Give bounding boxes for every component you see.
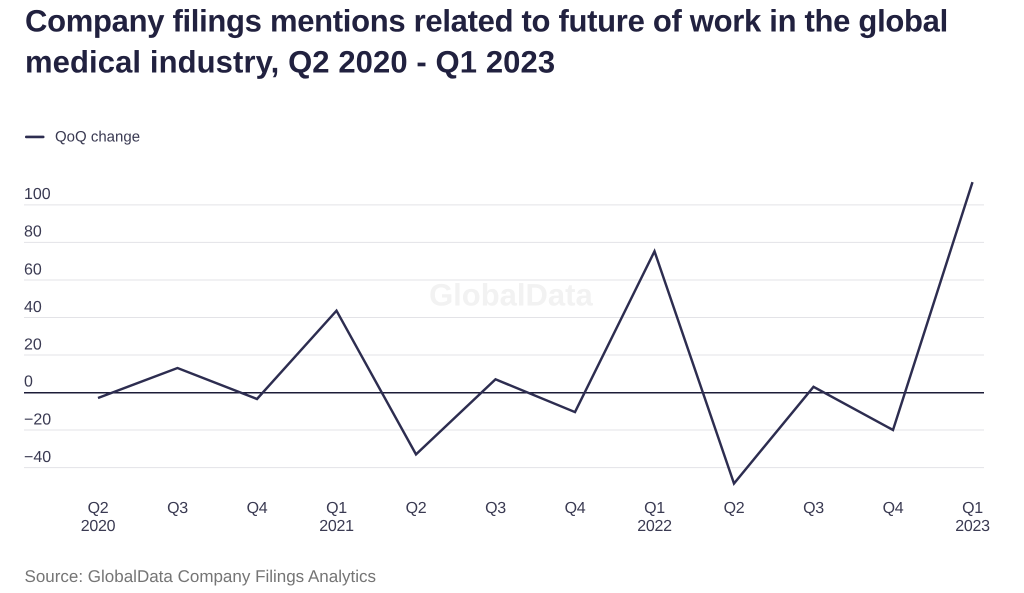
svg-text:QoQ change: QoQ change bbox=[55, 129, 140, 146]
svg-text:Q1: Q1 bbox=[962, 500, 983, 517]
svg-text:−20: −20 bbox=[24, 411, 51, 428]
svg-text:Q3: Q3 bbox=[803, 500, 824, 517]
svg-text:40: 40 bbox=[24, 299, 42, 316]
svg-text:−40: −40 bbox=[24, 449, 51, 466]
svg-text:Q3: Q3 bbox=[485, 500, 506, 517]
svg-text:medical industry, Q2 2020 - Q1: medical industry, Q2 2020 - Q1 2023 bbox=[25, 45, 555, 80]
svg-text:Q3: Q3 bbox=[167, 500, 188, 517]
svg-text:Company filings mentions relat: Company filings mentions related to futu… bbox=[25, 4, 948, 39]
svg-text:Q1: Q1 bbox=[326, 500, 347, 517]
svg-text:Q4: Q4 bbox=[565, 500, 586, 517]
svg-text:Q1: Q1 bbox=[644, 500, 665, 517]
svg-text:Source: GlobalData Company Fil: Source: GlobalData Company Filings Analy… bbox=[25, 567, 377, 586]
svg-text:80: 80 bbox=[24, 224, 42, 241]
svg-text:Q2: Q2 bbox=[88, 500, 109, 517]
svg-text:60: 60 bbox=[24, 261, 42, 278]
svg-text:2022: 2022 bbox=[637, 518, 672, 535]
svg-text:Q4: Q4 bbox=[883, 500, 904, 517]
svg-text:GlobalData: GlobalData bbox=[429, 278, 593, 313]
svg-text:Q2: Q2 bbox=[724, 500, 745, 517]
svg-text:Q2: Q2 bbox=[406, 500, 427, 517]
svg-text:2023: 2023 bbox=[955, 518, 990, 535]
svg-text:2020: 2020 bbox=[81, 518, 116, 535]
svg-text:100: 100 bbox=[24, 186, 51, 203]
svg-text:0: 0 bbox=[24, 374, 33, 391]
svg-text:20: 20 bbox=[24, 336, 42, 353]
svg-text:2021: 2021 bbox=[319, 518, 354, 535]
svg-text:Q4: Q4 bbox=[247, 500, 268, 517]
